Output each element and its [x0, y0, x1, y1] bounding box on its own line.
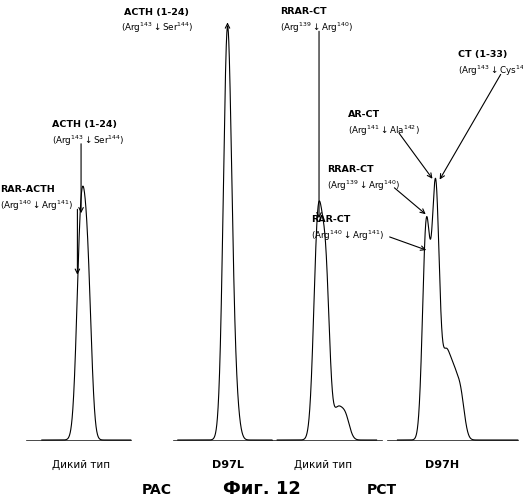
Text: (Arg$^{139}$$\downarrow$Arg$^{140}$): (Arg$^{139}$$\downarrow$Arg$^{140}$) [280, 21, 353, 35]
Text: ACTH (1-24): ACTH (1-24) [52, 120, 117, 129]
Text: AR-CT: AR-CT [348, 110, 380, 119]
Text: Дикий тип: Дикий тип [294, 460, 353, 470]
Text: CT (1-33): CT (1-33) [458, 50, 507, 59]
Text: RAR-ACTH: RAR-ACTH [0, 185, 55, 194]
Text: Дикий тип: Дикий тип [52, 460, 110, 470]
Text: RAR-CT: RAR-CT [311, 215, 350, 224]
Text: RRAR-CT: RRAR-CT [280, 8, 326, 16]
Text: PCT: PCT [367, 482, 397, 496]
Text: (Arg$^{143}$$\downarrow$Ser$^{144}$): (Arg$^{143}$$\downarrow$Ser$^{144}$) [121, 21, 193, 35]
Text: ACTH (1-24): ACTH (1-24) [124, 8, 189, 16]
Text: (Arg$^{140}$$\downarrow$Arg$^{141}$): (Arg$^{140}$$\downarrow$Arg$^{141}$) [311, 228, 384, 243]
Text: D97H: D97H [425, 460, 459, 470]
Text: (Arg$^{143}$$\downarrow$Cys$^{144}$): (Arg$^{143}$$\downarrow$Cys$^{144}$) [458, 64, 523, 78]
Text: (Arg$^{143}$$\downarrow$Ser$^{144}$): (Arg$^{143}$$\downarrow$Ser$^{144}$) [52, 134, 125, 148]
Text: D97L: D97L [212, 460, 243, 470]
Text: (Arg$^{141}$$\downarrow$Ala$^{142}$): (Arg$^{141}$$\downarrow$Ala$^{142}$) [348, 124, 419, 138]
Text: RRAR-CT: RRAR-CT [327, 165, 373, 174]
Text: PAC: PAC [142, 482, 172, 496]
Text: (Arg$^{139}$$\downarrow$Arg$^{140}$): (Arg$^{139}$$\downarrow$Arg$^{140}$) [327, 178, 400, 193]
Text: Фиг. 12: Фиг. 12 [223, 480, 300, 498]
Text: (Arg$^{140}$$\downarrow$Arg$^{141}$): (Arg$^{140}$$\downarrow$Arg$^{141}$) [0, 198, 73, 213]
